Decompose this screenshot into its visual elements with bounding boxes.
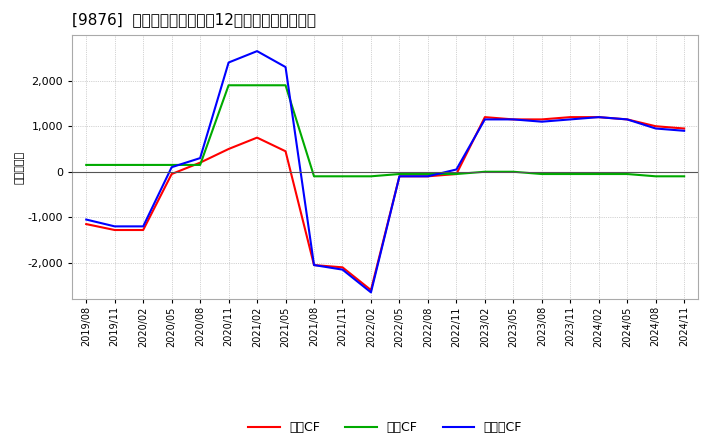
フリーCF (110, 224, 119, 229)
フリーCF (338, 267, 347, 272)
営業CF (282, 149, 290, 154)
投賃CF (595, 172, 603, 177)
投賃CF (566, 172, 575, 177)
営業CF (225, 147, 233, 152)
営業CF (480, 114, 489, 120)
フリーCF (282, 64, 290, 70)
投賃CF (253, 83, 261, 88)
投賃CF (110, 162, 119, 168)
Text: [9876]  キャッシュフローの12か月移動合計の推移: [9876] キャッシュフローの12か月移動合計の推移 (72, 12, 316, 27)
フリーCF (225, 60, 233, 65)
フリーCF (167, 165, 176, 170)
営業CF (423, 174, 432, 179)
営業CF (139, 227, 148, 233)
フリーCF (395, 174, 404, 179)
営業CF (338, 265, 347, 270)
営業CF (310, 262, 318, 268)
営業CF (566, 114, 575, 120)
フリーCF (366, 290, 375, 295)
投賃CF (167, 162, 176, 168)
投賃CF (509, 169, 518, 174)
Y-axis label: （百万円）: （百万円） (14, 150, 24, 184)
フリーCF (196, 155, 204, 161)
営業CF (82, 221, 91, 227)
営業CF (509, 117, 518, 122)
フリーCF (452, 167, 461, 172)
営業CF (680, 126, 688, 131)
フリーCF (480, 117, 489, 122)
投賃CF (680, 174, 688, 179)
フリーCF (623, 117, 631, 122)
フリーCF (253, 48, 261, 54)
フリーCF (652, 126, 660, 131)
投賃CF (537, 172, 546, 177)
フリーCF (509, 117, 518, 122)
投賃CF (225, 83, 233, 88)
フリーCF (680, 128, 688, 133)
投賃CF (82, 162, 91, 168)
投賃CF (310, 174, 318, 179)
営業CF (366, 287, 375, 293)
Legend: 営業CF, 投賃CF, フリーCF: 営業CF, 投賃CF, フリーCF (243, 416, 527, 439)
フリーCF (82, 217, 91, 222)
投賃CF (423, 172, 432, 177)
営業CF (452, 172, 461, 177)
フリーCF (595, 114, 603, 120)
営業CF (196, 160, 204, 165)
フリーCF (537, 119, 546, 125)
営業CF (253, 135, 261, 140)
営業CF (537, 117, 546, 122)
Line: 営業CF: 営業CF (86, 117, 684, 290)
投賃CF (652, 174, 660, 179)
投賃CF (338, 174, 347, 179)
投賃CF (139, 162, 148, 168)
投賃CF (452, 172, 461, 177)
投賃CF (196, 162, 204, 168)
投賃CF (395, 172, 404, 177)
営業CF (395, 174, 404, 179)
営業CF (652, 124, 660, 129)
営業CF (623, 117, 631, 122)
Line: フリーCF: フリーCF (86, 51, 684, 292)
営業CF (167, 172, 176, 177)
フリーCF (139, 224, 148, 229)
Line: 投賃CF: 投賃CF (86, 85, 684, 176)
営業CF (110, 227, 119, 233)
投賃CF (480, 169, 489, 174)
投賃CF (623, 172, 631, 177)
営業CF (595, 114, 603, 120)
投賃CF (366, 174, 375, 179)
フリーCF (566, 117, 575, 122)
投賃CF (282, 83, 290, 88)
フリーCF (423, 174, 432, 179)
フリーCF (310, 262, 318, 268)
